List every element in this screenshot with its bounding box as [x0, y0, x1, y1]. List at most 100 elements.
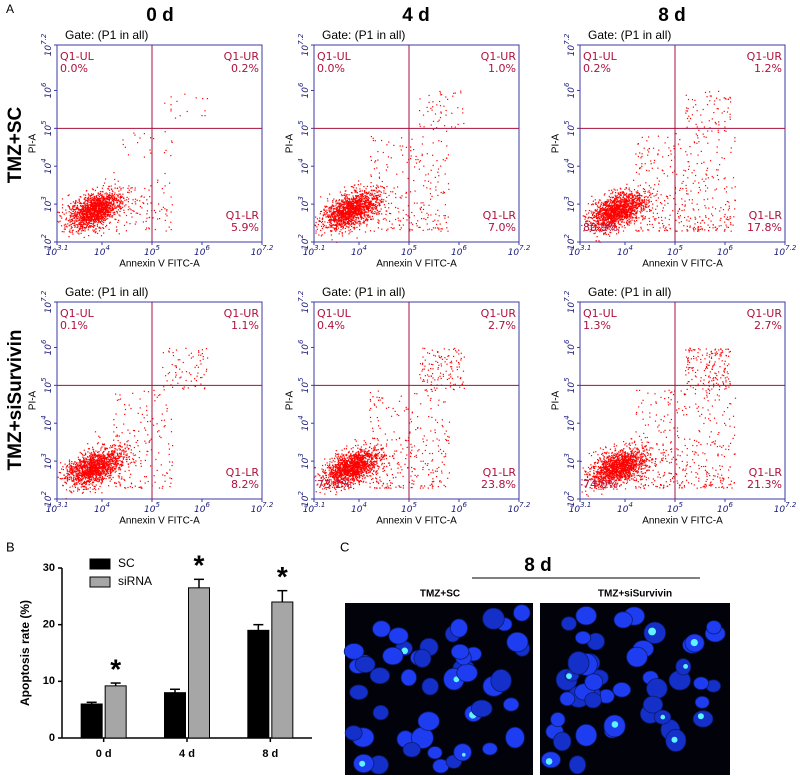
event-dot [133, 132, 135, 134]
event-dot [119, 193, 121, 195]
event-dot [379, 190, 381, 192]
event-dot [96, 211, 99, 213]
event-dot [619, 194, 621, 196]
event-dot [333, 214, 335, 216]
event-dot [159, 210, 161, 212]
event-dot [90, 220, 92, 222]
event-dot [370, 204, 372, 206]
event-dot [617, 220, 619, 222]
event-dot [370, 175, 372, 177]
event-dot [336, 221, 338, 223]
event-dot [114, 213, 116, 215]
event-dot [340, 221, 342, 223]
event-dot [362, 212, 364, 214]
event-dot [643, 190, 645, 193]
event-dot [650, 209, 652, 212]
event-dot [619, 197, 621, 199]
event-dot [68, 236, 70, 238]
event-dot [118, 193, 120, 195]
event-dot [110, 188, 113, 190]
event-dot [596, 236, 598, 238]
event-dot [365, 218, 367, 220]
event-dot [611, 224, 613, 226]
event-dot [357, 201, 359, 203]
event-dot [356, 203, 358, 205]
event-dot [346, 201, 348, 203]
event-dot [432, 154, 434, 156]
event-dot [370, 186, 372, 188]
event-dot [352, 222, 354, 224]
event-dot [624, 213, 626, 215]
event-dot [71, 230, 73, 232]
event-dot [370, 195, 372, 197]
event-dot [340, 199, 342, 201]
event-dot [607, 218, 609, 220]
event-dot [423, 185, 425, 187]
event-dot [108, 189, 111, 191]
event-dot [365, 214, 367, 216]
event-dot [375, 160, 377, 162]
event-dot [610, 207, 612, 210]
event-dot [645, 195, 647, 198]
event-dot [326, 209, 328, 211]
event-dot [638, 199, 641, 201]
event-dot [601, 224, 603, 226]
event-dot [344, 207, 346, 209]
event-dot [92, 189, 94, 191]
event-dot [406, 219, 408, 221]
event-dot [97, 211, 99, 213]
event-dot [91, 198, 94, 200]
event-dot [349, 211, 351, 213]
event-dot [612, 196, 615, 198]
panel-label: A [6, 2, 14, 16]
event-dot [77, 214, 79, 216]
event-dot [87, 193, 89, 195]
event-dot [76, 220, 78, 222]
event-dot [609, 203, 611, 205]
event-dot [103, 208, 105, 210]
event-dot [105, 218, 107, 220]
event-dot [73, 208, 75, 211]
event-dot [82, 225, 84, 227]
event-dot [324, 214, 326, 216]
event-dot [107, 207, 109, 209]
event-dot [362, 211, 364, 213]
event-dot [639, 197, 641, 199]
event-dot [345, 200, 347, 202]
nucleus [402, 742, 421, 758]
nucleus [575, 606, 597, 626]
event-dot [350, 220, 352, 222]
event-dot [606, 215, 608, 217]
event-dot [72, 207, 74, 209]
event-dot [106, 197, 108, 199]
event-dot [350, 213, 353, 215]
event-dot [146, 210, 148, 212]
plot-title: Gate: (P1 in all) [322, 28, 405, 42]
event-dot [386, 144, 388, 146]
event-dot [362, 205, 364, 207]
event-dot [462, 108, 464, 110]
event-dot [354, 210, 356, 212]
event-dot [426, 153, 428, 155]
event-dot [365, 200, 367, 203]
event-dot [81, 208, 83, 210]
event-dot [614, 223, 616, 225]
event-dot [342, 216, 344, 218]
event-dot [327, 214, 329, 216]
event-dot [581, 224, 583, 227]
event-dot [367, 196, 369, 198]
event-dot [342, 207, 344, 209]
event-dot [346, 196, 348, 198]
event-dot [340, 207, 342, 209]
event-dot [329, 211, 331, 213]
event-dot [617, 210, 619, 212]
event-dot [644, 199, 646, 201]
event-dot [623, 221, 625, 223]
y-tick-label: 105 [297, 120, 311, 136]
event-dot [92, 211, 94, 213]
event-dot [88, 216, 90, 218]
event-dot [409, 228, 411, 230]
event-dot [598, 201, 600, 203]
event-dot [607, 215, 609, 217]
event-dot [633, 179, 635, 181]
